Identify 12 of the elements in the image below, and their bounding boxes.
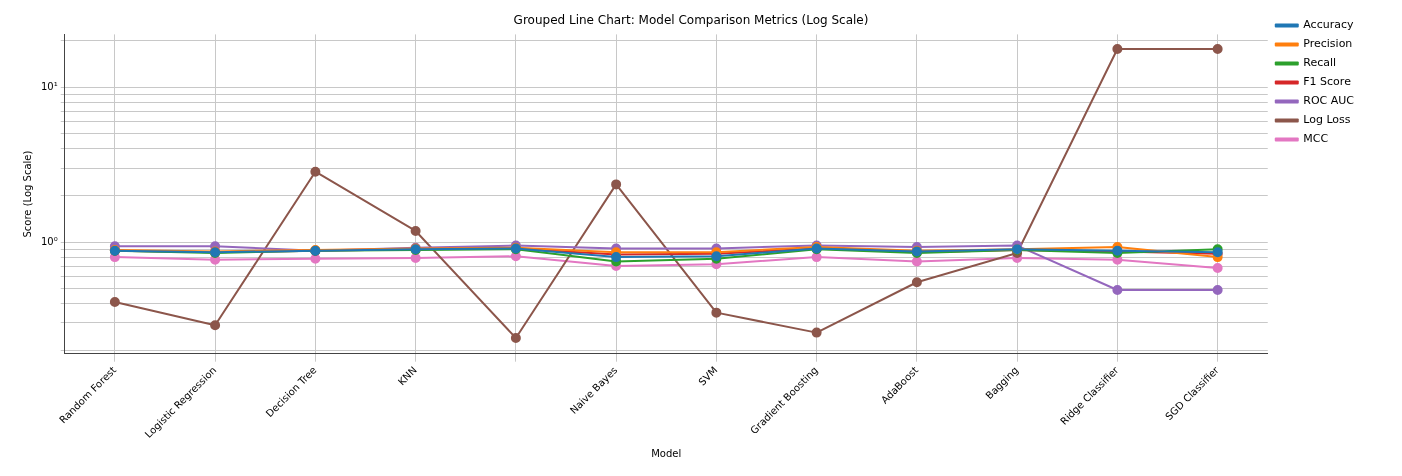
y-tick-label: 10¹ <box>41 80 58 92</box>
legend-label: Precision <box>1303 37 1353 51</box>
y-axis-title: Score (Log Scale) <box>21 150 33 238</box>
legend-label: F1 Score <box>1303 75 1352 89</box>
legend-label: Log Loss <box>1303 113 1351 127</box>
legend-label: MCC <box>1303 132 1329 146</box>
legend-label: Accuracy <box>1303 18 1354 32</box>
y-tick-label: 10⁰ <box>41 235 58 247</box>
legend-label: Recall <box>1303 56 1337 70</box>
legend-label: ROC AUC <box>1303 94 1355 108</box>
x-axis-title: Model <box>651 447 682 459</box>
chart-title: Grouped Line Chart: Model Comparison Metrics (Log Scale) <box>513 13 869 28</box>
